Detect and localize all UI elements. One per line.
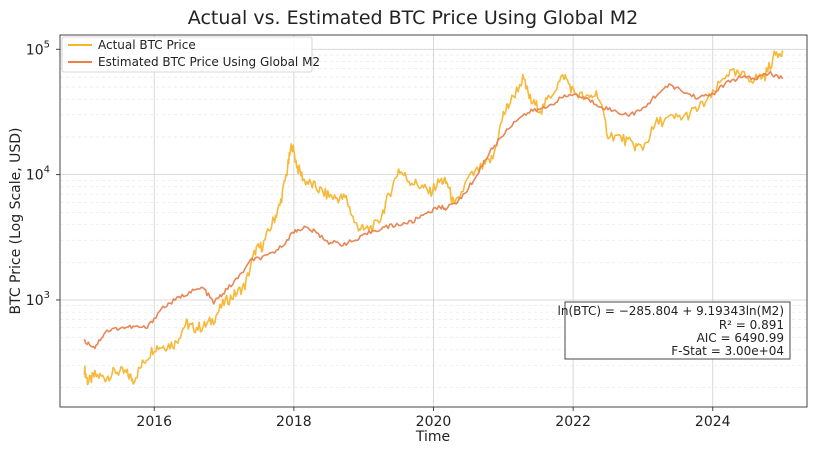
x-tick-label: 2018 [276, 414, 312, 430]
r-squared: R² = 0.891 [719, 318, 784, 332]
x-axis-label: Time [415, 429, 450, 445]
f-stat-value: F-Stat = 3.00e+04 [671, 344, 784, 358]
series-layer [83, 50, 784, 386]
series-line-actual [83, 50, 784, 386]
y-axis: 103 104 105 [26, 39, 60, 309]
grid [60, 35, 807, 407]
stats-box-frame [564, 301, 791, 360]
chart-title: Actual vs. Estimated BTC Price Using Glo… [188, 7, 638, 29]
x-tick-label: 2016 [136, 414, 172, 430]
x-tick-label: 2020 [416, 414, 452, 430]
y-tick-label: 103 [26, 290, 50, 309]
legend-label-estimated: Estimated BTC Price Using Global M2 [98, 55, 320, 69]
x-tick-label: 2024 [695, 414, 731, 430]
y-tick-label: 104 [26, 165, 50, 184]
legend-label-actual: Actual BTC Price [98, 38, 196, 52]
y-tick-label: 105 [26, 39, 50, 58]
series-line-estimated [83, 70, 784, 350]
x-axis: 2016 2018 2020 2022 2024 [136, 407, 731, 430]
legend-box [61, 36, 313, 73]
x-tick-label: 2022 [555, 414, 591, 430]
regression-equation: ln(BTC) = −285.804 + 9.19343ln(M2) [558, 304, 785, 318]
aic-value: AIC = 6490.99 [697, 331, 784, 345]
legend: Actual BTC Price Estimated BTC Price Usi… [61, 36, 320, 73]
y-axis-label: BTC Price (Log Scale, USD) [8, 127, 24, 314]
stats-box: ln(BTC) = −285.804 + 9.19343ln(M2) R² = … [558, 301, 791, 360]
